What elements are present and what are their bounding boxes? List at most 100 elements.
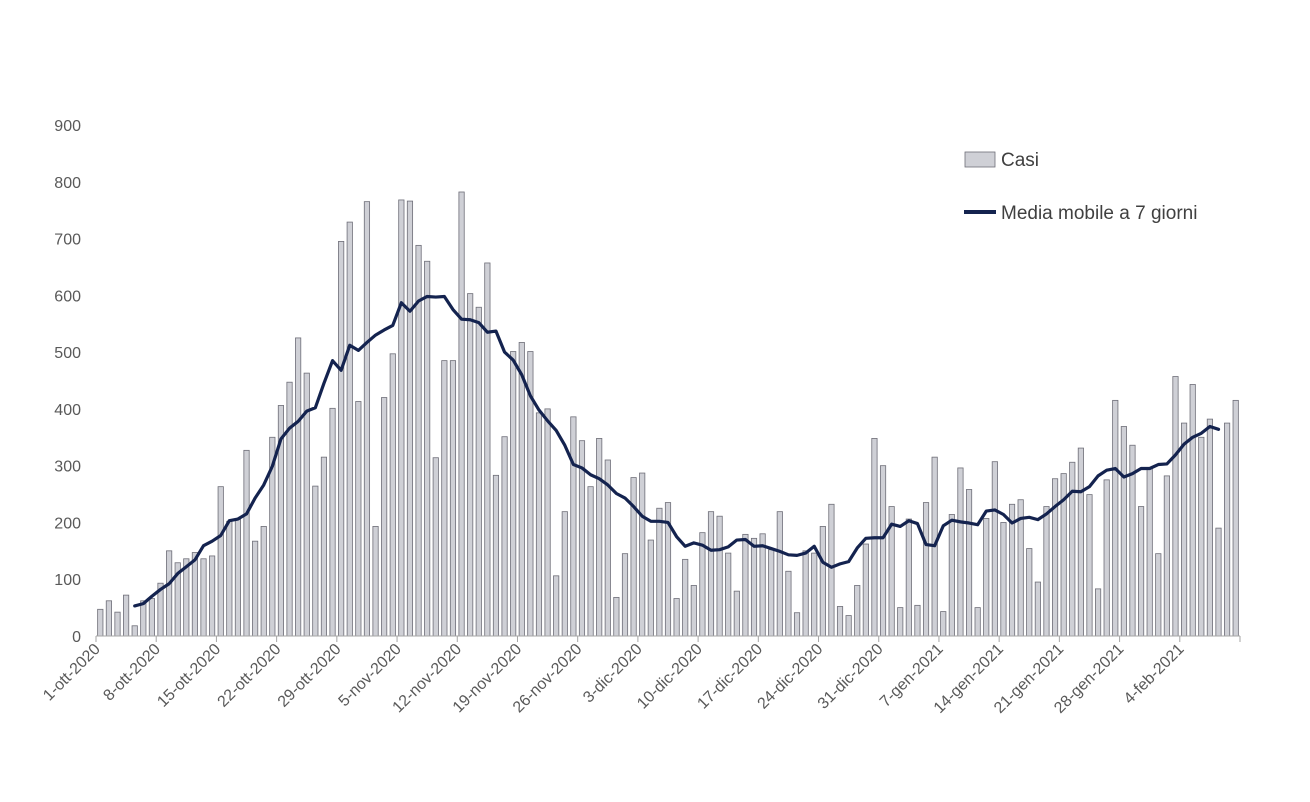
bar-casi: [191, 552, 198, 637]
legend-label-media-mobile: Media mobile a 7 giorni: [1001, 203, 1197, 224]
bar-casi: [897, 607, 904, 637]
bar-casi: [320, 456, 327, 637]
bar-casi: [682, 558, 689, 637]
legend-label-casi: Casi: [1001, 150, 1039, 171]
y-axis: 0 100 200 300 400 500 600 700 800 900: [54, 118, 81, 646]
bar-casi: [286, 381, 293, 637]
bar-casi: [1215, 527, 1222, 637]
bar-casi: [544, 408, 551, 637]
bar-casi: [553, 575, 560, 637]
cases-bars: [97, 191, 1239, 637]
bar-casi: [1043, 506, 1050, 637]
bar-casi: [673, 598, 680, 637]
bar-casi: [501, 436, 508, 637]
bar-casi: [1138, 506, 1145, 637]
bar-casi: [1077, 447, 1084, 637]
y-tick-label: 400: [54, 402, 81, 419]
bar-casi: [768, 549, 775, 637]
bar-casi: [209, 555, 216, 637]
bar-casi: [183, 558, 190, 637]
bar-casi: [166, 550, 173, 637]
bar-casi: [406, 200, 414, 637]
x-tick-label: 3-dic-2020: [580, 641, 646, 707]
bar-casi: [922, 502, 930, 637]
bar-casi: [1103, 479, 1110, 637]
bar-casi: [793, 612, 801, 637]
bar-casi: [312, 485, 319, 637]
bar-casi: [131, 625, 138, 637]
bar-casi: [759, 533, 766, 637]
bar-casi: [1155, 553, 1162, 637]
bar-casi: [535, 412, 543, 637]
bar-casi: [750, 537, 758, 637]
bar-casi: [802, 550, 809, 637]
bar-casi: [1172, 376, 1179, 637]
bar-casi: [467, 293, 474, 637]
bar-casi: [1034, 581, 1041, 637]
bar-casi: [991, 461, 998, 637]
moving-average-line: [133, 294, 1221, 608]
bar-casi: [492, 474, 500, 637]
bar-casi: [1224, 422, 1231, 637]
bar-casi: [819, 526, 826, 637]
bar-casi: [983, 518, 990, 637]
bar-casi: [1052, 478, 1059, 637]
bar-casi: [389, 353, 396, 637]
y-tick-label: 0: [72, 629, 81, 646]
bar-casi: [432, 457, 439, 637]
bar-casi: [828, 503, 835, 637]
bar-casi: [381, 397, 388, 637]
bar-casi: [742, 533, 749, 637]
bar-casi: [355, 401, 362, 637]
bar-casi: [510, 351, 517, 637]
bar-casi: [484, 262, 491, 637]
x-tick-label: 1-ott-2020: [40, 641, 104, 705]
bar-casi: [97, 608, 104, 637]
bar-casi: [338, 240, 345, 637]
bar-casi: [785, 570, 792, 637]
bar-casi: [647, 539, 654, 637]
bar-casi: [621, 553, 629, 637]
bar-casi: [1026, 548, 1033, 637]
bar-casi: [690, 585, 697, 637]
bar-casi: [613, 596, 620, 637]
bar-casi: [561, 511, 568, 637]
bar-casi: [123, 594, 130, 637]
bar-casi: [570, 416, 577, 637]
bar-casi: [1000, 522, 1007, 637]
bar-casi: [260, 526, 267, 637]
bar-casi: [854, 585, 861, 637]
bar-casi: [217, 486, 224, 637]
bar-casi: [200, 558, 207, 637]
bar-casi: [458, 191, 465, 637]
bar-casi: [1095, 588, 1102, 637]
bar-casi: [836, 606, 844, 637]
bar-casi: [974, 607, 981, 637]
bar-casi: [475, 306, 482, 637]
x-tick-label: 8-ott-2020: [100, 641, 164, 705]
bar-casi: [596, 438, 603, 637]
y-tick-label: 100: [54, 572, 81, 589]
bar-casi: [1069, 461, 1076, 637]
bar-casi: [811, 552, 818, 637]
bar-casi: [1120, 426, 1127, 637]
bar-casi: [948, 514, 955, 637]
bar-casi: [1189, 384, 1196, 637]
bar-casi: [363, 201, 371, 637]
bar-casi: [1112, 399, 1119, 637]
bar-casi: [656, 507, 663, 637]
bar-casi: [862, 543, 869, 637]
bar-casi: [940, 611, 947, 637]
bar-casi: [905, 518, 912, 637]
bar-casi: [733, 590, 740, 637]
x-axis: 1-ott-20208-ott-202015-ott-202022-ott-20…: [40, 635, 1241, 717]
bar-casi: [1086, 494, 1093, 637]
bar-casi: [398, 199, 405, 637]
bar-casi: [295, 337, 302, 637]
bar-casi: [965, 489, 973, 637]
bar-casi: [226, 520, 233, 637]
bar-casi: [630, 477, 637, 637]
x-tick-label: 22-ott-2020: [215, 641, 285, 711]
bar-casi: [329, 407, 336, 637]
bar-casi: [1146, 467, 1153, 637]
